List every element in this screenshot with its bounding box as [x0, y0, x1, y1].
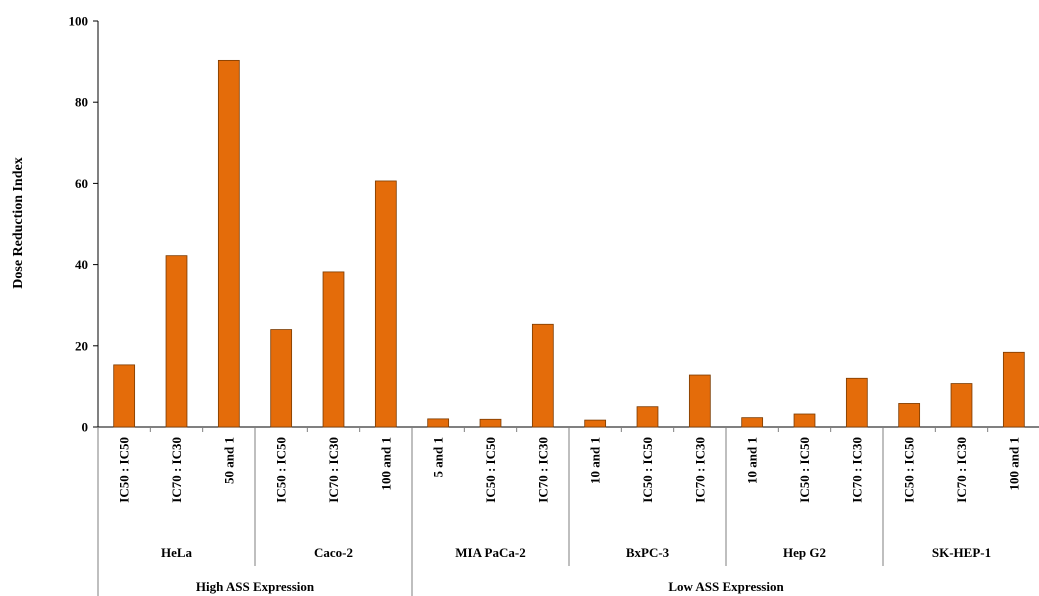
y-tick-label: 80: [75, 95, 88, 110]
y-tick-label: 20: [75, 338, 88, 353]
x-category-label: IC70 : IC30: [169, 437, 184, 503]
y-tick-label: 0: [82, 420, 89, 435]
bar: [427, 418, 450, 428]
group-label: HeLa: [161, 545, 193, 560]
x-category-label: IC70 : IC30: [692, 437, 707, 503]
group-label: Hep G2: [783, 545, 826, 560]
super-group-label: High ASS Expression: [196, 579, 315, 594]
y-tick-label: 60: [75, 176, 88, 191]
x-category-label: IC70 : IC30: [954, 437, 969, 503]
bar: [1002, 351, 1025, 428]
bar: [531, 323, 554, 428]
bar: [950, 383, 973, 428]
bar: [374, 180, 397, 428]
x-category-label: IC50 : IC50: [640, 437, 655, 503]
bar: [793, 413, 816, 428]
y-tick-label: 40: [75, 257, 88, 272]
x-category-label: IC50 : IC50: [274, 437, 289, 503]
x-category-label: 10 and 1: [745, 437, 760, 484]
y-axis-label: Dose Reduction Index: [11, 157, 26, 288]
x-category-label: IC50 : IC50: [902, 437, 917, 503]
x-category-label: IC70 : IC30: [535, 437, 550, 503]
bar: [165, 255, 188, 428]
bar: [636, 406, 659, 428]
bar: [584, 419, 607, 428]
super-group-label: Low ASS Expression: [668, 579, 784, 594]
bar: [217, 59, 240, 428]
bar: [113, 364, 136, 428]
x-category-label: 5 and 1: [431, 437, 446, 477]
x-category-label: IC50 : IC50: [483, 437, 498, 503]
bar: [322, 271, 345, 428]
x-category-label: 50 and 1: [221, 437, 236, 484]
x-category-label: IC50 : IC50: [117, 437, 132, 503]
x-category-label: 10 and 1: [588, 437, 603, 484]
bar: [479, 418, 502, 428]
group-label: BxPC-3: [626, 545, 670, 560]
x-category-label: 100 and 1: [378, 437, 393, 490]
bar: [688, 374, 711, 428]
bar: [741, 417, 764, 428]
group-label: MIA PaCa-2: [455, 545, 525, 560]
bar: [898, 403, 921, 428]
x-category-label: IC50 : IC50: [797, 437, 812, 503]
x-category-label: 100 and 1: [1006, 437, 1021, 490]
x-category-label: IC70 : IC30: [326, 437, 341, 503]
x-category-label: IC70 : IC30: [849, 437, 864, 503]
y-tick-label: 100: [69, 14, 89, 29]
bar: [270, 329, 293, 428]
group-label: Caco-2: [314, 545, 353, 560]
group-label: SK-HEP-1: [932, 545, 991, 560]
bar: [845, 377, 868, 428]
